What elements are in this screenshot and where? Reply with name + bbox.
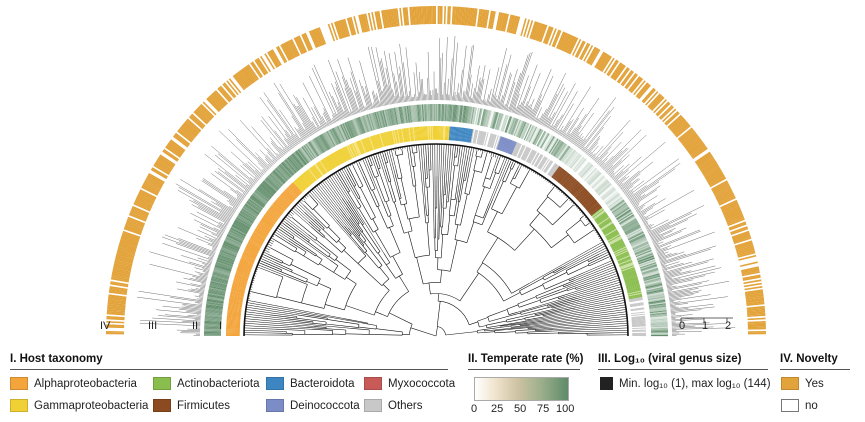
genus-size-swatch bbox=[600, 377, 613, 390]
scale-tick-2: 2 bbox=[725, 320, 732, 332]
genus-size-bar-ring bbox=[136, 36, 736, 336]
temperate-tick-75: 75 bbox=[537, 403, 550, 415]
novelty-legend-rule bbox=[780, 369, 850, 370]
legend-myxococcota: Myxococcota bbox=[364, 377, 455, 390]
tree-branches bbox=[243, 143, 629, 337]
legend-actinobacteriota: Actinobacteriota bbox=[153, 377, 259, 390]
temperate-tick-25: 25 bbox=[491, 403, 504, 415]
legend-swatch-others bbox=[364, 399, 382, 412]
ring-label-ii: II bbox=[192, 320, 199, 332]
legend-alphaproteobacteria: Alphaproteobacteria bbox=[10, 377, 137, 390]
legend-swatch-actinobacteriota bbox=[153, 377, 171, 390]
legend-swatch-firmicutes bbox=[153, 399, 171, 412]
legend-swatch-myxococcota bbox=[364, 377, 382, 390]
legend-others: Others bbox=[364, 399, 423, 412]
legend-swatch-deinococcota bbox=[266, 399, 284, 412]
novelty-legend-no: no bbox=[781, 399, 818, 412]
novelty-legend-title: IV. Novelty bbox=[780, 353, 838, 365]
phylogenetic-tree-figure bbox=[106, 6, 766, 337]
genus-size-legend-title: III. Log₁₀ (viral genus size) bbox=[598, 353, 742, 365]
ring-label-iv: IV bbox=[100, 320, 111, 332]
scale-tick-1: 1 bbox=[702, 320, 709, 332]
temperate-rate-gradient bbox=[474, 377, 569, 401]
legend-gammaproteobacteria: Gammaproteobacteria bbox=[10, 399, 148, 412]
novelty-ring bbox=[106, 6, 766, 337]
temperate-rate-legend-rule bbox=[468, 369, 580, 370]
scale-tick-0: 0 bbox=[679, 320, 686, 332]
genus-size-legend-rule bbox=[598, 369, 768, 370]
legend-swatch-alphaproteobacteria bbox=[10, 377, 28, 390]
temperate-rate-legend-title: II. Temperate rate (%) bbox=[468, 353, 584, 365]
legend-firmicutes: Firmicutes bbox=[153, 399, 230, 412]
genus-size-legend-item: Min. log₁₀ (1), max log₁₀ (144) bbox=[600, 377, 771, 390]
scale-axis bbox=[680, 317, 733, 322]
temperate-rate-ring bbox=[204, 104, 668, 337]
novelty-swatch-no bbox=[781, 399, 799, 412]
temperate-tick-0: 0 bbox=[471, 403, 478, 415]
legend-bacteroidota: Bacteroidota bbox=[266, 377, 355, 390]
legend-swatch-bacteroidota bbox=[266, 377, 284, 390]
temperate-tick-50: 50 bbox=[514, 403, 527, 415]
novelty-legend-yes: Yes bbox=[781, 377, 824, 390]
host-taxonomy-legend-rule bbox=[10, 369, 448, 370]
legend-deinococcota: Deinococcota bbox=[266, 399, 360, 412]
legend-swatch-gammaproteobacteria bbox=[10, 399, 28, 412]
ring-label-i: I bbox=[219, 320, 223, 332]
novelty-swatch-yes bbox=[781, 377, 799, 390]
host-taxonomy-legend-title: I. Host taxonomy bbox=[10, 353, 103, 365]
temperate-tick-100: 100 bbox=[556, 403, 575, 415]
ring-label-iii: III bbox=[148, 320, 158, 332]
host-taxonomy-ring bbox=[226, 126, 646, 337]
